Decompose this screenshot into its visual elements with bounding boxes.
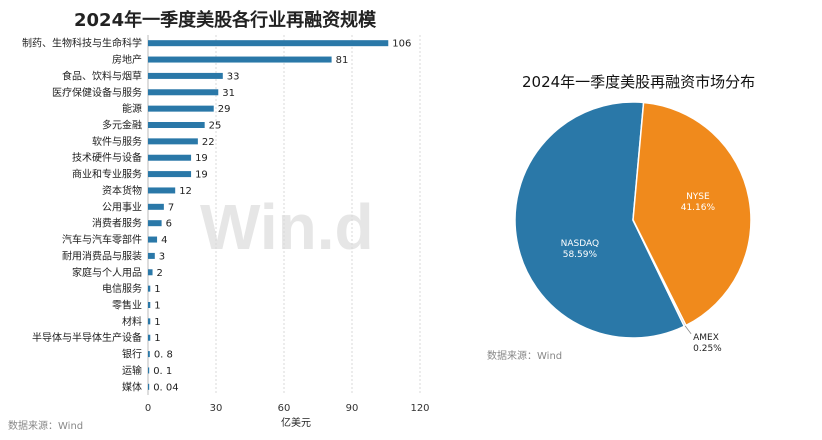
category-label: 食品、饮料与烟草: [62, 69, 142, 82]
category-label: 媒体: [122, 381, 142, 393]
pie-slice-percent: 0.25%: [693, 344, 722, 354]
bar-value-label: 81: [336, 55, 349, 66]
bar-value-label: 4: [161, 235, 167, 246]
bar-value-label: 33: [227, 71, 240, 82]
bar-value-label: 0. 04: [153, 382, 178, 393]
pie-slice-label: NASDAQ: [561, 239, 599, 249]
bar: [148, 203, 164, 210]
bar: [148, 72, 223, 79]
pie-slice-percent: 41.16%: [681, 203, 716, 213]
category-label: 消费者服务: [92, 217, 142, 230]
x-tick-label: 60: [278, 403, 291, 414]
bar: [148, 138, 198, 145]
pie-chart-title: 2024年一季度美股再融资市场分布: [522, 73, 756, 91]
bar: [148, 383, 150, 390]
x-tick-label: 120: [410, 403, 429, 414]
bar-value-label: 31: [222, 88, 235, 99]
pie-slice-label: AMEX: [693, 333, 719, 343]
bar-value-label: 19: [195, 153, 208, 164]
bar-value-label: 1: [154, 333, 160, 344]
bar-value-label: 1: [154, 317, 160, 328]
category-label: 房地产: [112, 53, 142, 66]
category-label: 运输: [122, 364, 142, 377]
bar: [148, 187, 176, 194]
bar-value-label: 25: [209, 121, 222, 132]
bar: [148, 154, 192, 161]
category-label: 银行: [122, 348, 142, 361]
bar-value-label: 29: [218, 104, 231, 115]
category-label: 软件与服务: [92, 135, 142, 148]
category-label: 材料: [122, 315, 142, 328]
bar-value-label: 1: [154, 301, 160, 312]
bar-value-label: 7: [168, 202, 174, 213]
bar: [148, 334, 151, 341]
bar: [148, 285, 151, 292]
pie-slice-percent: 58.59%: [563, 250, 598, 260]
x-tick-label: 30: [210, 403, 223, 414]
bar: [148, 252, 155, 259]
bar: [148, 367, 150, 374]
category-label: 汽车与汽车零部件: [62, 233, 142, 246]
bar: [148, 122, 205, 128]
category-label: 家庭与个人用品: [72, 266, 142, 279]
bar-value-label: 6: [166, 219, 172, 230]
category-label: 耐用消费品与服装: [62, 249, 142, 262]
category-label: 制药、生物科技与生命科学: [22, 37, 142, 50]
bar: [148, 269, 153, 276]
bar-value-label: 12: [179, 186, 192, 197]
x-axis-label: 亿美元: [281, 416, 311, 429]
bar: [148, 89, 219, 96]
category-label: 商业和专业服务: [72, 168, 142, 181]
bar-value-label: 19: [195, 170, 208, 181]
category-label: 医疗保健设备与服务: [52, 86, 142, 99]
bar-value-label: 2: [157, 268, 163, 279]
bar: [148, 171, 192, 178]
x-tick-label: 90: [346, 403, 359, 414]
category-label: 多元金融: [102, 119, 142, 132]
pie-slice-label: NYSE: [686, 192, 710, 202]
bar-value-label: 3: [159, 251, 165, 262]
pie-chart-source: 数据来源：Wind: [487, 351, 563, 362]
pie-leader-line: [684, 325, 692, 335]
category-label: 半导体与半导体生产设备: [32, 331, 142, 344]
bar: [148, 236, 158, 243]
bar-value-label: 106: [392, 39, 411, 50]
pie-slice: [632, 101, 752, 327]
category-label: 电信服务: [102, 282, 142, 295]
category-label: 资本货物: [102, 184, 142, 197]
bar-value-label: 0. 8: [154, 350, 173, 361]
category-label: 能源: [122, 102, 142, 115]
bar-value-label: 1: [154, 284, 160, 295]
bar-value-label: 0. 1: [153, 366, 172, 377]
bar: [148, 40, 389, 47]
category-label: 技术硬件与设备: [72, 151, 142, 164]
bar: [148, 318, 151, 325]
bar-value-label: 22: [202, 137, 215, 148]
bar: [148, 56, 332, 63]
pie-slice: [514, 101, 686, 339]
bar: [148, 105, 214, 112]
category-label: 零售业: [112, 299, 142, 312]
bar: [148, 351, 150, 358]
x-tick-label: 0: [145, 403, 151, 414]
bar-chart-title: 2024年一季度美股各行业再融资规模: [74, 10, 377, 31]
bar-chart-source: 数据来源：Wind: [8, 421, 84, 432]
category-label: 公用事业: [102, 200, 142, 213]
bar: [148, 220, 162, 227]
bar: [148, 302, 151, 308]
